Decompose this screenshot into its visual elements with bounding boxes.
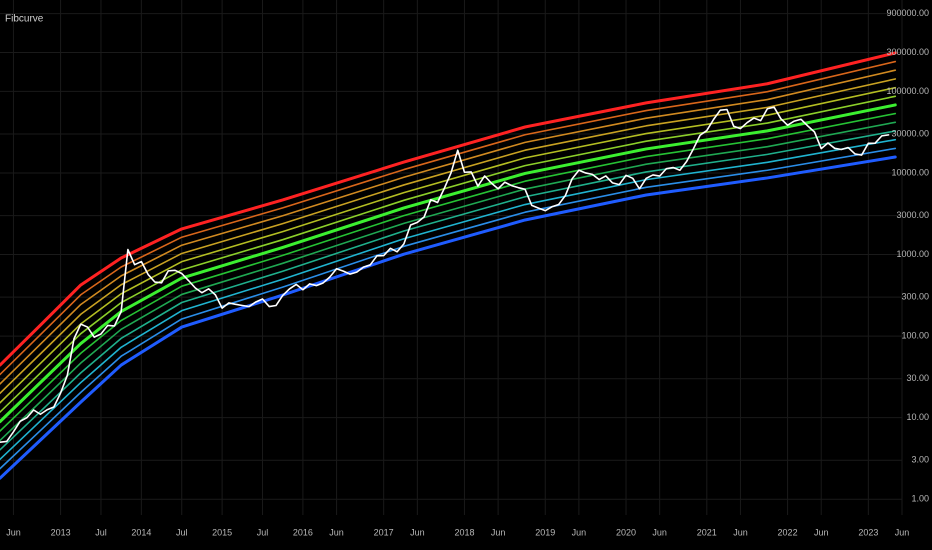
x-tick-label: 2020 <box>616 527 636 537</box>
series-line <box>0 69 897 385</box>
series-line <box>0 51 897 367</box>
series-line <box>0 112 897 432</box>
y-tick-label: 900000.00 <box>886 8 929 18</box>
x-tick-label: Jun <box>895 527 910 537</box>
x-tick-label: Jun <box>410 527 425 537</box>
x-tick-label: 2017 <box>374 527 394 537</box>
series-line <box>0 155 897 480</box>
y-tick-label: 1000.00 <box>896 249 929 259</box>
x-tick-label: Jun <box>652 527 667 537</box>
x-tick-label: Jul <box>257 527 269 537</box>
x-tick-label: 2019 <box>535 527 555 537</box>
x-tick-label: 2014 <box>131 527 151 537</box>
y-tick-label: 300000.00 <box>886 47 929 57</box>
series-line <box>0 78 897 395</box>
y-tick-label: 1.00 <box>911 494 929 504</box>
series-line <box>0 147 897 470</box>
x-tick-label: 2015 <box>212 527 232 537</box>
x-tick-label: 2023 <box>858 527 878 537</box>
series-line <box>0 95 897 413</box>
y-tick-label: 30.00 <box>906 373 929 383</box>
x-tick-label: 2018 <box>454 527 474 537</box>
x-tick-label: Jun <box>733 527 748 537</box>
chart-title: Fibcurve <box>5 14 44 25</box>
y-tick-label: 3000.00 <box>896 210 929 220</box>
y-tick-label: 3.00 <box>911 455 929 465</box>
series-line <box>0 103 897 424</box>
y-tick-label: 300.00 <box>901 292 929 302</box>
y-tick-label: 30000.00 <box>891 128 929 138</box>
x-tick-label: Jun <box>491 527 506 537</box>
x-tick-label: 2013 <box>51 527 71 537</box>
series-line <box>0 106 890 443</box>
x-tick-label: Jun <box>329 527 344 537</box>
y-tick-label: 10000.00 <box>891 167 929 177</box>
series-line <box>0 86 897 404</box>
series-line <box>0 130 897 451</box>
x-tick-label: 2021 <box>697 527 717 537</box>
x-tick-label: 2022 <box>778 527 798 537</box>
plot-lines <box>0 51 897 480</box>
x-tick-label: 2016 <box>293 527 313 537</box>
y-tick-label: 100000.00 <box>886 86 929 96</box>
x-tick-label: Jul <box>176 527 188 537</box>
series-line <box>0 138 897 461</box>
x-tick-label: Jun <box>572 527 587 537</box>
y-tick-label: 100.00 <box>901 330 929 340</box>
series-line <box>0 121 897 442</box>
x-tick-label: Jun <box>6 527 21 537</box>
axis-labels: 1.00 3.00 10.00 30.00 100.00 300.00 1000.00 300… <box>6 8 929 537</box>
series-line <box>0 60 897 376</box>
x-tick-label: Jul <box>95 527 107 537</box>
x-tick-label: Jun <box>814 527 829 537</box>
y-tick-label: 10.00 <box>906 412 929 422</box>
grid <box>0 0 903 515</box>
